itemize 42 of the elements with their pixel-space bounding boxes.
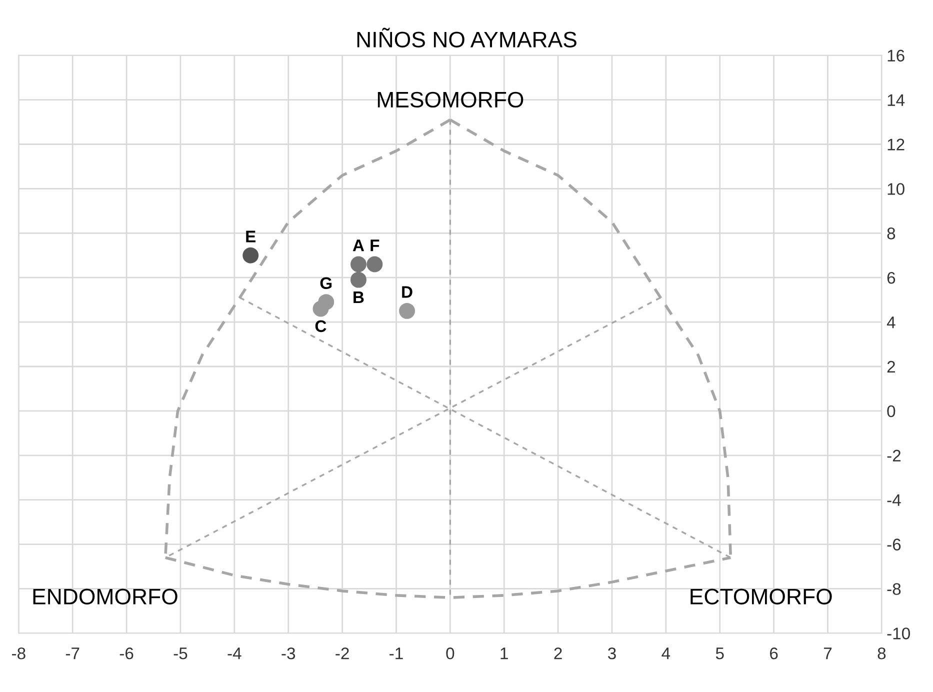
x-tick-label: 8 — [878, 648, 886, 660]
x-tick-label: -7 — [66, 648, 80, 660]
y-tick-label: -8 — [887, 583, 901, 595]
x-tick-label: 2 — [554, 648, 562, 660]
series-label: E — [246, 230, 256, 242]
series-label: A — [352, 240, 364, 252]
y-tick-label: 10 — [888, 183, 904, 195]
y-tick-label: 16 — [888, 50, 904, 62]
y-tick-label: 2 — [887, 360, 895, 373]
x-tick-label: 5 — [716, 648, 724, 660]
x-tick-label: -4 — [228, 648, 242, 660]
x-tick-label: 0 — [446, 648, 454, 660]
y-tick-label: -2 — [887, 450, 901, 462]
y-tick-label: -4 — [887, 494, 901, 506]
series-label: D — [402, 286, 412, 298]
series-label: C — [315, 320, 326, 332]
y-tick-label: 6 — [887, 272, 896, 284]
y-tick-label: 8 — [887, 228, 896, 240]
series-label: F — [370, 240, 380, 252]
x-tick-label: 7 — [824, 648, 832, 660]
x-tick-label: -3 — [282, 648, 296, 660]
series-label: B — [354, 292, 364, 304]
x-tick-label: 4 — [662, 648, 670, 660]
x-tick-label: -1 — [390, 648, 403, 660]
y-tick-label: 4 — [886, 316, 896, 328]
x-tick-label: -2 — [336, 648, 349, 660]
y-tick-label: -10 — [887, 628, 910, 640]
x-tick-label: -5 — [174, 648, 188, 660]
x-tick-label: -6 — [120, 648, 134, 660]
x-tick-label: -8 — [12, 648, 26, 660]
x-tick-label: 3 — [608, 648, 616, 660]
x-tick-label: 1 — [500, 648, 508, 660]
y-tick-label: 0 — [887, 405, 896, 418]
annotation: ECTOMORFO — [690, 588, 832, 604]
chart-title: NIÑOS NO AYMARAS — [357, 28, 576, 48]
y-tick-label: -6 — [887, 538, 901, 550]
annotation: ENDOMORFO — [33, 588, 178, 604]
y-tick-label: 14 — [888, 94, 905, 106]
series-label: G — [320, 277, 332, 290]
x-tick-label: 6 — [770, 648, 778, 660]
annotation: MESOMORFO — [378, 92, 524, 108]
y-tick-label: 12 — [888, 138, 904, 150]
